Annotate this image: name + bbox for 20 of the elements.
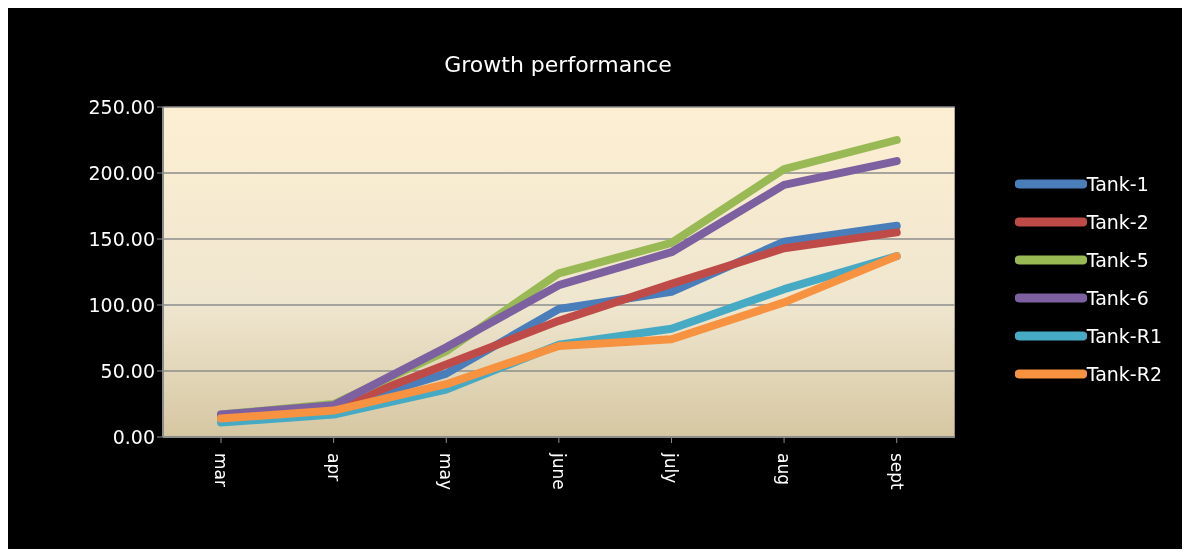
x-tick-label: sept [886,453,907,491]
x-tick-label: aug [774,453,795,485]
y-tick-label: 100.00 [88,293,155,316]
legend-label: Tank-1 [1086,172,1149,195]
y-tick-label: 200.00 [88,161,155,184]
x-tick-label: june [548,452,569,490]
legend-label: Tank-R1 [1086,324,1162,347]
legend-label: Tank-5 [1086,248,1149,271]
x-tick-label: may [436,453,457,491]
y-tick-label: 50.00 [100,359,155,382]
legend-label: Tank-2 [1086,210,1149,233]
x-tick-label: july [661,452,682,484]
y-tick-label: 250.00 [88,95,155,118]
x-tick-label: apr [323,453,344,482]
y-tick-label: 0.00 [112,425,155,448]
legend-label: Tank-6 [1086,286,1149,309]
chart-title: Growth performance [443,52,673,77]
y-tick-label: 150.00 [88,227,155,250]
x-tick-label: mar [211,453,231,487]
legend-label: Tank-R2 [1086,362,1162,385]
